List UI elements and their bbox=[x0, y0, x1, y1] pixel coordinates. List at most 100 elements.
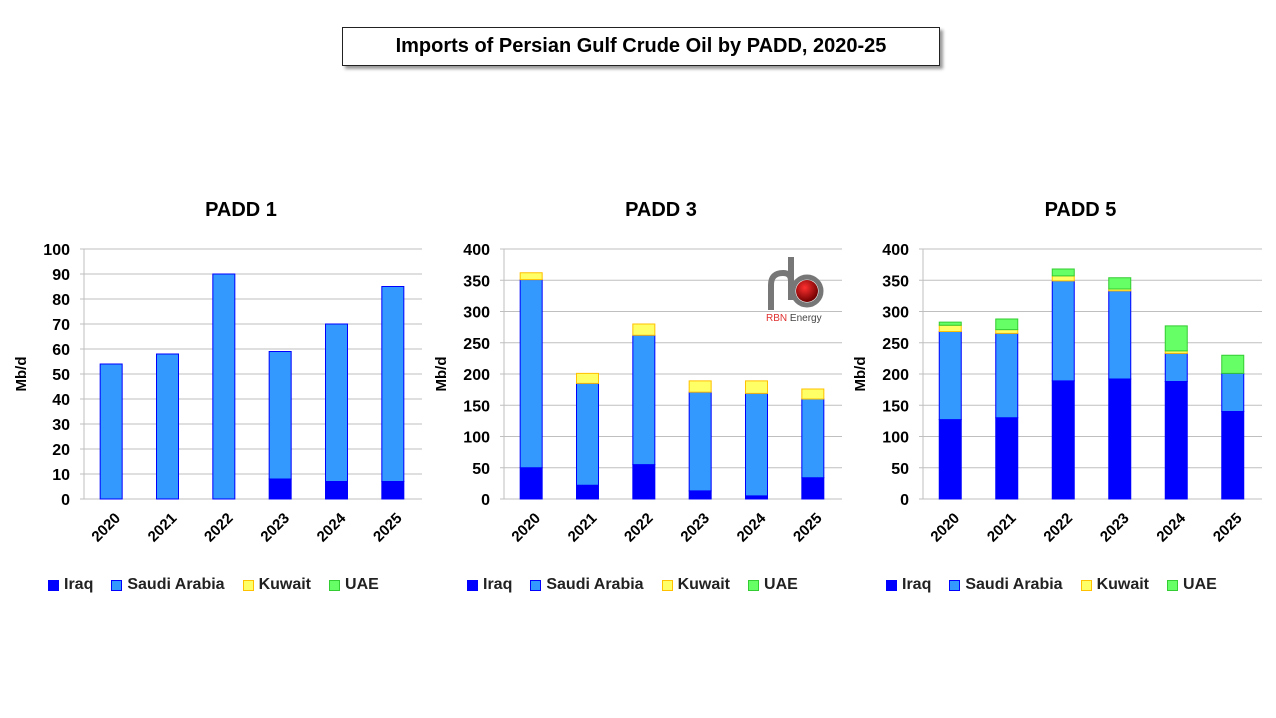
bar-saudi-arabia-2025 bbox=[1221, 372, 1245, 412]
legend-item: Iraq bbox=[467, 576, 512, 594]
chart-title: PADD 5 bbox=[1045, 199, 1117, 221]
bar-uae-2020 bbox=[938, 321, 962, 326]
legend-label: Kuwait bbox=[258, 576, 312, 593]
bar-iraq-2025 bbox=[1221, 411, 1245, 500]
bar-iraq-2024 bbox=[325, 481, 348, 500]
legend-swatch bbox=[329, 579, 341, 591]
x-tick-label: 2024 bbox=[1153, 509, 1189, 545]
bar-saudi-arabia-2024 bbox=[325, 323, 348, 482]
chart-title: PADD 3 bbox=[625, 199, 697, 221]
y-tick-label: 300 bbox=[882, 305, 909, 322]
x-tick-label: 2025 bbox=[1210, 510, 1246, 546]
bar-kuwait-2025 bbox=[801, 388, 825, 400]
main-title: Imports of Persian Gulf Crude Oil by PAD… bbox=[342, 27, 940, 66]
legend-swatch bbox=[48, 579, 59, 591]
bar-kuwait-2020 bbox=[938, 324, 962, 332]
legend-item: Saudi Arabia bbox=[530, 576, 644, 594]
legend-label: UAE bbox=[345, 576, 379, 593]
legend-swatch bbox=[467, 579, 478, 591]
bar-kuwait-2024 bbox=[745, 380, 768, 394]
legend-label: Saudi Arabia bbox=[546, 576, 644, 593]
y-tick-label: 60 bbox=[52, 342, 70, 359]
bar-saudi-arabia-2022 bbox=[632, 334, 656, 466]
x-tick-label: 2020 bbox=[508, 510, 544, 546]
bar-saudi-arabia-2020 bbox=[519, 279, 543, 469]
legend-item: Kuwait bbox=[242, 576, 312, 594]
legend-swatch bbox=[748, 579, 760, 591]
bar-iraq-2024 bbox=[1164, 381, 1188, 500]
bar-saudi-arabia-2024 bbox=[745, 392, 768, 497]
logo-text-rbn: RBN bbox=[766, 313, 790, 324]
bar-saudi-arabia-2021 bbox=[576, 382, 599, 486]
bar-kuwait-2020 bbox=[519, 272, 543, 281]
y-tick-label: 0 bbox=[900, 492, 909, 509]
y-tick-label: 400 bbox=[882, 242, 909, 259]
legend-label: Kuwait bbox=[1096, 576, 1150, 593]
bar-iraq-2023 bbox=[1108, 378, 1132, 500]
bar-kuwait-2023 bbox=[688, 380, 712, 393]
chart-padd-3: PADD 3 0 50 100 150 200 250 300 350 400 Mb/d 2020 20… bbox=[433, 199, 842, 545]
bar-iraq-2025 bbox=[801, 477, 825, 500]
bar-iraq-2025 bbox=[381, 481, 405, 500]
bar-saudi-arabia-2022 bbox=[212, 273, 236, 500]
legend-item: UAE bbox=[329, 576, 379, 594]
bar-uae-2025 bbox=[1221, 354, 1245, 374]
legend-label: Iraq bbox=[902, 576, 932, 593]
y-tick-label: 50 bbox=[52, 367, 70, 384]
legend-swatch bbox=[949, 579, 961, 591]
y-tick-label: 100 bbox=[463, 430, 490, 447]
legend-item: UAE bbox=[1167, 576, 1217, 594]
bar-iraq-2020 bbox=[938, 419, 962, 500]
y-tick-label: 0 bbox=[481, 492, 490, 509]
bar-saudi-arabia-2021 bbox=[995, 332, 1019, 419]
logo-text-energy: Energy bbox=[790, 313, 822, 324]
bar-saudi-arabia-2025 bbox=[381, 286, 405, 482]
bar-kuwait-2022 bbox=[1051, 275, 1075, 282]
bar-iraq-2022 bbox=[632, 464, 656, 500]
bar-iraq-2021 bbox=[576, 484, 599, 500]
y-axis-label: Mb/d bbox=[13, 357, 30, 392]
legend-label: Iraq bbox=[483, 576, 513, 593]
x-tick-label: 2021 bbox=[565, 510, 601, 546]
y-tick-label: 40 bbox=[52, 392, 70, 409]
x-tick-label: 2023 bbox=[677, 510, 713, 546]
y-tick-label: 250 bbox=[463, 336, 490, 353]
y-tick-label: 80 bbox=[52, 292, 70, 309]
bar-uae-2021 bbox=[995, 318, 1019, 331]
bar-uae-2022 bbox=[1051, 268, 1075, 277]
y-tick-label: 20 bbox=[52, 442, 70, 459]
x-tick-label: 2022 bbox=[201, 510, 237, 546]
legend-swatch bbox=[1080, 579, 1092, 591]
x-tick-label: 2022 bbox=[1040, 510, 1076, 546]
bar-saudi-arabia-2020 bbox=[938, 331, 962, 421]
x-tick-label: 2021 bbox=[145, 510, 181, 546]
legend-item: Saudi Arabia bbox=[111, 576, 225, 594]
legend-swatch bbox=[661, 579, 673, 591]
bar-kuwait-2021 bbox=[995, 329, 1019, 334]
legend-item: Saudi Arabia bbox=[949, 576, 1063, 594]
y-tick-label: 50 bbox=[891, 461, 909, 478]
y-tick-label: 200 bbox=[882, 367, 909, 384]
x-tick-label: 2023 bbox=[1097, 510, 1133, 546]
chart-padd-5: PADD 5 0 50 100 150 200 250 300 350 400 Mb/d 2020 20… bbox=[852, 199, 1262, 545]
x-tick-label: 2022 bbox=[621, 510, 657, 546]
legend-label: UAE bbox=[764, 576, 798, 593]
bar-saudi-arabia-2024 bbox=[1164, 352, 1188, 382]
x-tick-label: 2025 bbox=[370, 510, 406, 546]
legend-padd-1: Iraq Saudi Arabia Kuwait UAE bbox=[48, 576, 379, 594]
bar-kuwait-2021 bbox=[576, 372, 599, 384]
y-tick-label: 250 bbox=[882, 336, 909, 353]
bar-saudi-arabia-2021 bbox=[156, 353, 179, 500]
y-tick-label: 200 bbox=[463, 367, 490, 384]
legend-item: Iraq bbox=[48, 576, 93, 594]
legend-label: UAE bbox=[1183, 576, 1217, 593]
y-tick-label: 90 bbox=[52, 267, 70, 284]
legend-label: Saudi Arabia bbox=[965, 576, 1063, 593]
y-tick-label: 350 bbox=[463, 273, 490, 290]
x-tick-label: 2021 bbox=[984, 510, 1020, 546]
bar-saudi-arabia-2023 bbox=[1108, 290, 1132, 380]
legend-swatch bbox=[886, 579, 897, 591]
y-tick-label: 100 bbox=[882, 430, 909, 447]
bar-saudi-arabia-2020 bbox=[99, 363, 123, 500]
